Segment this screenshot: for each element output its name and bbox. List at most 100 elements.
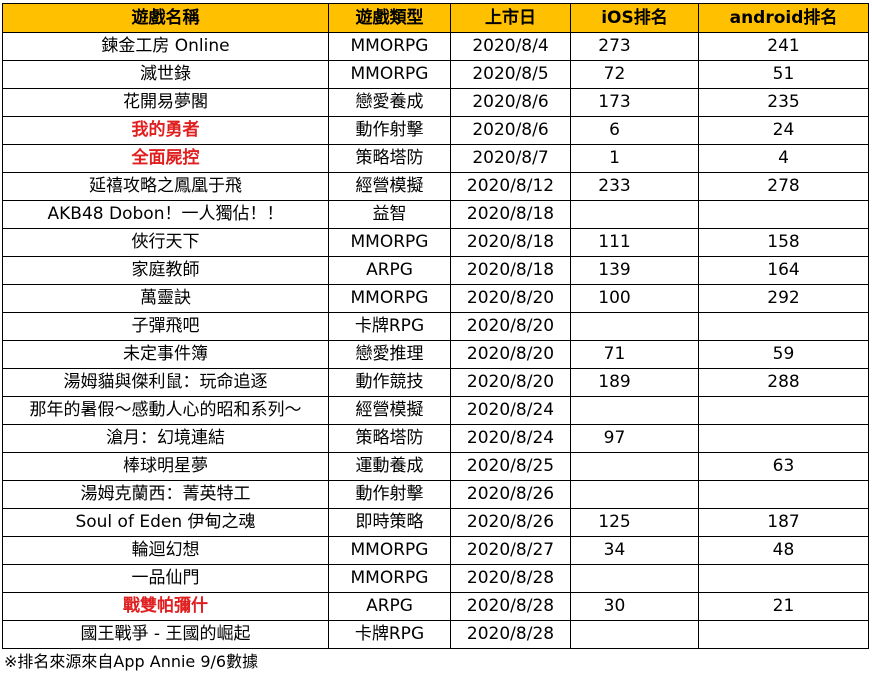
- android-rank-cell: 241: [698, 32, 869, 61]
- table-row: 我的勇者 動作射擊 2020/8/6 6 24: [2, 116, 869, 145]
- table-row: 萬靈訣 MMORPG 2020/8/20 100 292: [2, 284, 869, 313]
- table-row: 湯姆貓與傑利鼠：玩命追逐 動作競技 2020/8/20 189 288: [2, 368, 869, 397]
- android-rank-cell: [698, 200, 869, 229]
- android-rank-cell: [698, 396, 869, 425]
- ios-rank-cell: 111: [570, 228, 699, 257]
- ios-rank-cell: 1: [570, 144, 699, 173]
- game-name-cell: 輪迴幻想: [2, 536, 329, 565]
- game-name-cell: 戰雙帕彌什: [2, 592, 329, 621]
- android-rank-cell: 278: [698, 172, 869, 201]
- ios-rank-cell: [570, 396, 699, 425]
- release-date-cell: 2020/8/12: [450, 172, 571, 201]
- ios-rank-cell: 34: [570, 536, 699, 565]
- android-rank-cell: [698, 620, 869, 649]
- game-name-cell: 俠行天下: [2, 228, 329, 257]
- android-rank-cell: [698, 424, 869, 453]
- game-genre-cell: 戀愛養成: [328, 88, 451, 117]
- game-name-cell: 湯姆貓與傑利鼠：玩命追逐: [2, 368, 329, 397]
- table-row: 那年的暑假～感動人心的昭和系列～ 經營模擬 2020/8/24: [2, 396, 869, 425]
- ios-rank-cell: [570, 452, 699, 481]
- game-name-cell: AKB48 Dobon！一人獨佔！！: [2, 200, 329, 229]
- game-name-cell: 未定事件簿: [2, 340, 329, 369]
- game-genre-cell: 卡牌RPG: [328, 620, 451, 649]
- table-row: 全面屍控 策略塔防 2020/8/7 1 4: [2, 144, 869, 173]
- game-name-cell: 我的勇者: [2, 116, 329, 145]
- game-name-cell: 國王戰爭 - 王國的崛起: [2, 620, 329, 649]
- game-genre-cell: MMORPG: [328, 284, 451, 313]
- ios-rank-cell: [570, 312, 699, 341]
- release-date-cell: 2020/8/28: [450, 592, 571, 621]
- release-date-cell: 2020/8/28: [450, 564, 571, 593]
- table-row: 延禧攻略之鳳凰于飛 經營模擬 2020/8/12 233 278: [2, 172, 869, 201]
- game-name-cell: 鍊金工房 Online: [2, 32, 329, 61]
- game-genre-cell: 戀愛推理: [328, 340, 451, 369]
- ios-rank-cell: 233: [570, 172, 699, 201]
- android-rank-cell: 21: [698, 592, 869, 621]
- game-genre-cell: ARPG: [328, 592, 451, 621]
- ios-rank-cell: 71: [570, 340, 699, 369]
- android-rank-cell: 4: [698, 144, 869, 173]
- game-genre-cell: 動作射擊: [328, 116, 451, 145]
- release-date-cell: 2020/8/25: [450, 452, 571, 481]
- table-row: 花開易夢閣 戀愛養成 2020/8/6 173 235: [2, 88, 869, 117]
- android-rank-cell: 51: [698, 60, 869, 89]
- game-name-cell: 那年的暑假～感動人心的昭和系列～: [2, 396, 329, 425]
- release-date-cell: 2020/8/4: [450, 32, 571, 61]
- game-genre-cell: MMORPG: [328, 60, 451, 89]
- ios-rank-cell: [570, 564, 699, 593]
- game-genre-cell: 即時策略: [328, 508, 451, 537]
- game-genre-cell: 策略塔防: [328, 424, 451, 453]
- ios-rank-cell: 97: [570, 424, 699, 453]
- release-date-cell: 2020/8/24: [450, 396, 571, 425]
- table-row: 鍊金工房 Online MMORPG 2020/8/4 273 241: [2, 32, 869, 61]
- ios-rank-cell: [570, 620, 699, 649]
- table-row: Soul of Eden 伊甸之魂 即時策略 2020/8/26 125 187: [2, 508, 869, 537]
- android-rank-cell: 164: [698, 256, 869, 285]
- android-rank-cell: [698, 564, 869, 593]
- game-genre-cell: 運動養成: [328, 452, 451, 481]
- release-date-cell: 2020/8/6: [450, 88, 571, 117]
- release-date-cell: 2020/8/5: [450, 60, 571, 89]
- table-row: 未定事件簿 戀愛推理 2020/8/20 71 59: [2, 340, 869, 369]
- android-rank-cell: 48: [698, 536, 869, 565]
- ios-rank-cell: 173: [570, 88, 699, 117]
- game-genre-cell: MMORPG: [328, 32, 451, 61]
- game-name-cell: 棒球明星夢: [2, 452, 329, 481]
- release-date-cell: 2020/8/20: [450, 284, 571, 313]
- ios-rank-cell: 72: [570, 60, 699, 89]
- table-row: 湯姆克蘭西：菁英特工 動作射擊 2020/8/26: [2, 480, 869, 509]
- ios-rank-cell: 6: [570, 116, 699, 145]
- table-row: 一品仙門 MMORPG 2020/8/28: [2, 564, 869, 593]
- ios-rank-cell: 100: [570, 284, 699, 313]
- ios-rank-cell: 189: [570, 368, 699, 397]
- release-date-cell: 2020/8/18: [450, 200, 571, 229]
- header-game-name: 遊戲名稱: [2, 3, 329, 33]
- android-rank-cell: 158: [698, 228, 869, 257]
- game-name-cell: 滄月：幻境連結: [2, 424, 329, 453]
- game-genre-cell: MMORPG: [328, 536, 451, 565]
- release-date-cell: 2020/8/27: [450, 536, 571, 565]
- game-ranking-table: 遊戲名稱 遊戲類型 上市日 iOS排名 android排名 鍊金工房 Onlin…: [2, 3, 869, 649]
- ios-rank-cell: [570, 200, 699, 229]
- game-name-cell: 延禧攻略之鳳凰于飛: [2, 172, 329, 201]
- release-date-cell: 2020/8/7: [450, 144, 571, 173]
- source-note: ※排名來源來自App Annie 9/6數據: [4, 652, 259, 671]
- game-genre-cell: 經營模擬: [328, 396, 451, 425]
- release-date-cell: 2020/8/20: [450, 340, 571, 369]
- game-name-cell: 一品仙門: [2, 564, 329, 593]
- release-date-cell: 2020/8/20: [450, 368, 571, 397]
- game-name-cell: 滅世錄: [2, 60, 329, 89]
- release-date-cell: 2020/8/18: [450, 228, 571, 257]
- ios-rank-cell: [570, 480, 699, 509]
- game-genre-cell: 卡牌RPG: [328, 312, 451, 341]
- game-name-cell: 花開易夢閣: [2, 88, 329, 117]
- table-row: 俠行天下 MMORPG 2020/8/18 111 158: [2, 228, 869, 257]
- android-rank-cell: [698, 480, 869, 509]
- table-row: 戰雙帕彌什 ARPG 2020/8/28 30 21: [2, 592, 869, 621]
- game-genre-cell: 策略塔防: [328, 144, 451, 173]
- release-date-cell: 2020/8/28: [450, 620, 571, 649]
- table-row: 棒球明星夢 運動養成 2020/8/25 63: [2, 452, 869, 481]
- android-rank-cell: 24: [698, 116, 869, 145]
- game-genre-cell: 經營模擬: [328, 172, 451, 201]
- ios-rank-cell: 30: [570, 592, 699, 621]
